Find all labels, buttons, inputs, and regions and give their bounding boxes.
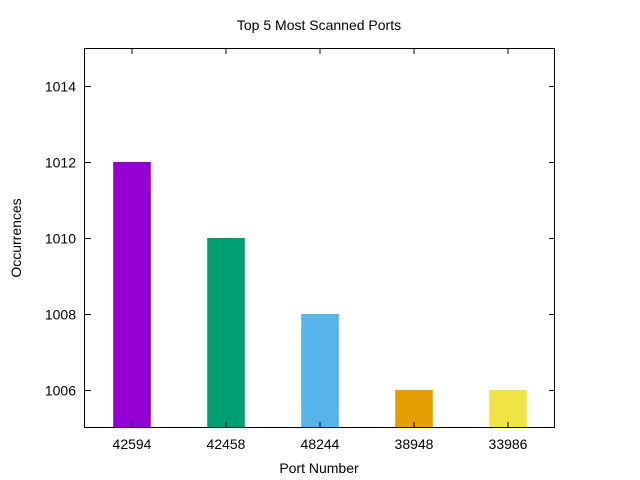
x-tick-label-38948: 38948 [395,436,434,452]
bar-38948 [395,390,433,428]
bar-42458 [207,238,245,428]
chart-title: Top 5 Most Scanned Ports [237,17,401,33]
plot-frame [84,48,555,428]
y-tick-label-1006: 1006 [45,383,76,399]
bar-42594 [113,162,151,428]
x-tick-label-33986: 33986 [489,436,528,452]
y-tick-label-1008: 1008 [45,307,76,323]
y-tick-label-1012: 1012 [45,155,76,171]
x-tick-label-42594: 42594 [113,436,152,452]
y-axis-label: Occurrences [8,198,24,277]
x-tick-label-48244: 48244 [301,436,340,452]
bar-33986 [489,390,527,428]
x-tick-label-42458: 42458 [207,436,246,452]
y-tick-label-1014: 1014 [45,79,76,95]
bar-48244 [301,314,339,428]
y-tick-label-1010: 1010 [45,231,76,247]
x-axis-label: Port Number [279,460,359,476]
ticks-group: 42594 42458 48244 38948 33986 1006 1008 1010 101… [45,48,555,452]
bars-group [113,162,527,428]
